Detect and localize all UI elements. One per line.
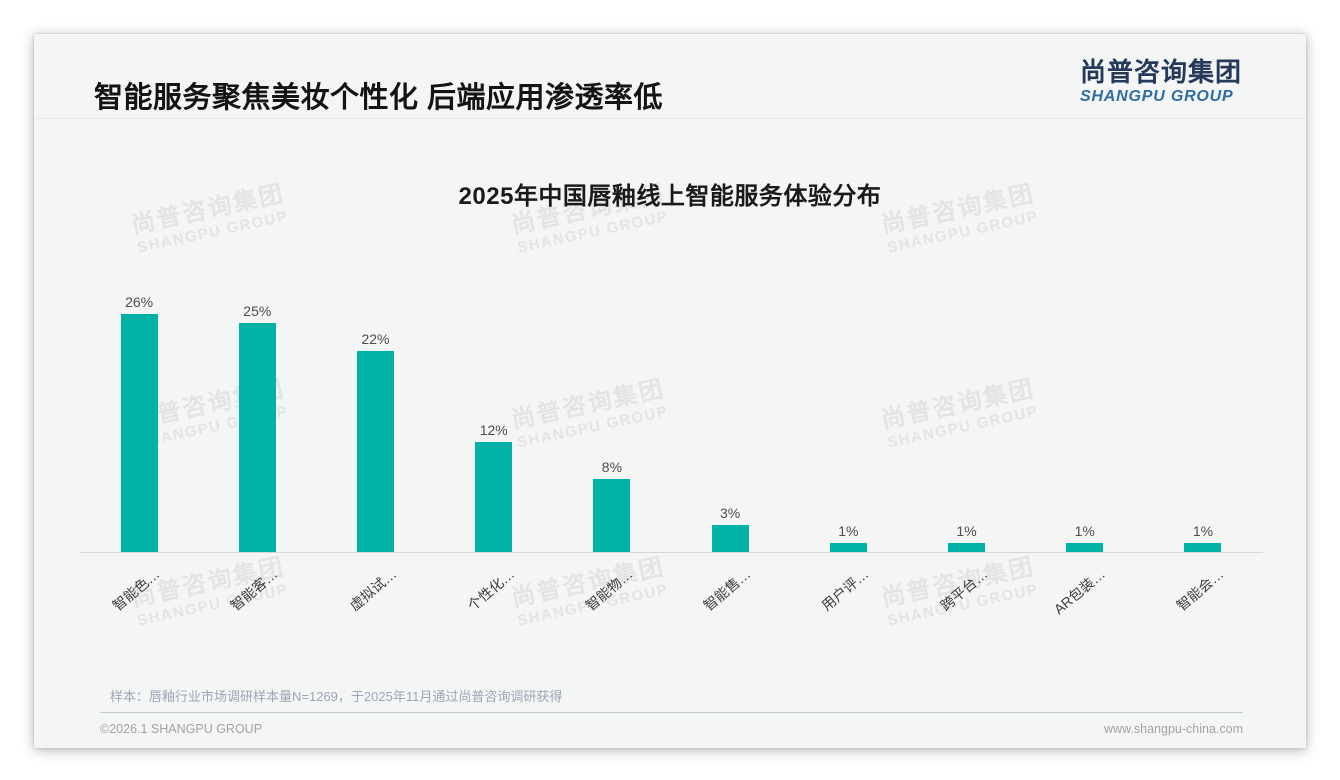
x-axis-label-cell: 虚拟试… (316, 552, 434, 652)
x-axis-label: 智能色… (109, 565, 163, 614)
bar (357, 351, 394, 552)
chart-title: 2025年中国唇釉线上智能服务体验分布 (458, 183, 882, 210)
bar-column: 1% (1026, 524, 1144, 552)
x-axis-label: 跨平台… (936, 565, 991, 614)
bar (1184, 543, 1222, 552)
x-axis-label: 智能会… (1173, 565, 1227, 614)
x-axis-label: 智能客… (227, 565, 281, 614)
bar-column: 26% (80, 295, 198, 552)
bar (120, 314, 158, 552)
bar-column: 1% (789, 524, 907, 552)
footer-divider (100, 712, 1243, 713)
bar (829, 543, 867, 552)
bar-value-label: 1% (838, 523, 859, 539)
bar-value-label: 12% (479, 422, 508, 438)
logo-text-cn: 尚普咨询集团 (1079, 57, 1242, 87)
x-axis-label-cell: 智能色… (80, 552, 198, 652)
slide-card: 智能服务聚焦美妆个性化 后端应用渗透率低 尚普咨询集团 SHANGPU GROU… (34, 34, 1306, 748)
x-axis-label-cell: 用户评… (789, 552, 907, 652)
bar-value-label: 1% (1074, 523, 1095, 539)
bar-column: 1% (907, 524, 1025, 552)
page-title: 智能服务聚焦美妆个性化 后端应用渗透率低 (94, 82, 664, 114)
x-axis-label: 用户评… (818, 565, 872, 614)
bar (475, 442, 513, 552)
x-axis-label: 虚拟试… (345, 565, 400, 614)
x-axis-label-cell: AR包装… (1026, 552, 1144, 652)
logo-text-en: SHANGPU GROUP (1079, 87, 1234, 105)
x-axis-label: 个性化… (464, 565, 518, 614)
bar-column: 1% (1144, 524, 1262, 552)
sample-footnote: 样本：唇釉行业市场调研样本量N=1269，于2025年11月通过尚普咨询调研获得 (110, 689, 563, 704)
x-axis-label-cell: 智能客… (198, 552, 316, 652)
bar-value-label: 26% (125, 294, 154, 310)
bar-value-label: 1% (956, 523, 977, 539)
bar-value-label: 1% (1192, 523, 1214, 539)
copyright-text: ©2026.1 SHANGPU GROUP (100, 722, 263, 736)
bar (238, 323, 276, 552)
header-divider (34, 118, 1306, 119)
bar-chart-plot: 26% 25% 22% 12% 8% 3% 1% 1% 1% 1% (80, 292, 1262, 552)
x-axis-label-cell: 个性化… (435, 552, 553, 652)
x-axis-label: 智能物… (582, 565, 636, 614)
bar-value-label: 22% (361, 331, 390, 347)
x-axis-label: 智能售… (700, 565, 754, 614)
bar-value-label: 3% (720, 505, 741, 521)
x-axis-label-cell: 智能会… (1144, 552, 1262, 652)
x-axis-label-cell: 智能售… (671, 552, 789, 652)
bar (948, 543, 986, 552)
bar-column: 3% (671, 506, 789, 552)
bar-column: 22% (316, 332, 434, 552)
website-text: www.shangpu-china.com (1104, 722, 1243, 736)
company-logo: 尚普咨询集团 SHANGPU GROUP (1080, 58, 1242, 106)
bar (593, 479, 631, 552)
bar (711, 525, 749, 552)
bar-column: 12% (435, 423, 553, 552)
bar (1066, 543, 1104, 552)
bar-column: 8% (553, 460, 671, 552)
x-axis-label-cell: 智能物… (553, 552, 671, 652)
x-axis-labels: 智能色… 智能客… 虚拟试… 个性化… 智能物… 智能售… 用户评… 跨平台… AR包装… 智能会… (80, 552, 1262, 652)
x-axis-label: AR包装… (1050, 565, 1109, 618)
x-axis-label-cell: 跨平台… (907, 552, 1025, 652)
bar-value-label: 8% (601, 459, 623, 475)
x-axis-line (80, 552, 1263, 553)
bar-column: 25% (198, 304, 316, 552)
bar-value-label: 25% (243, 303, 272, 319)
slide-footer: ©2026.1 SHANGPU GROUP www.shangpu-china.… (100, 722, 1243, 736)
